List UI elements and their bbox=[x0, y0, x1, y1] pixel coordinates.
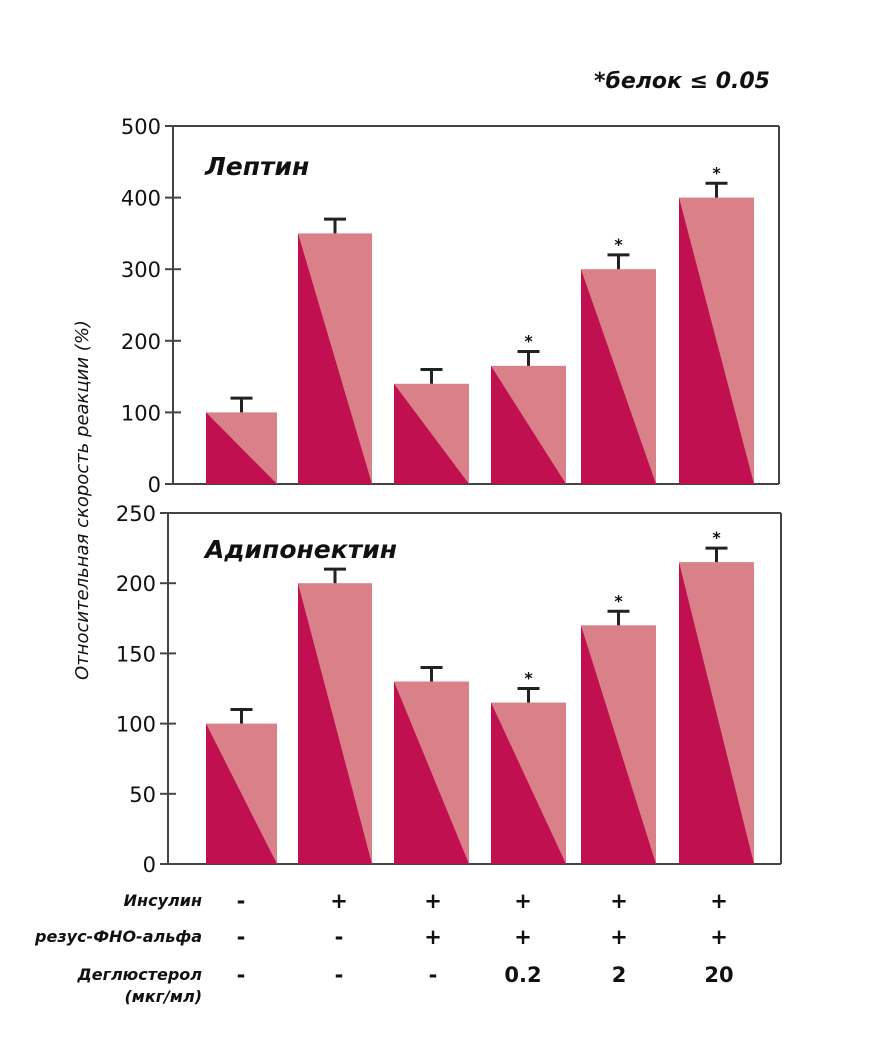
y-tick-label: 100 bbox=[116, 713, 156, 737]
condition-label: Инсулин bbox=[124, 891, 202, 910]
bar-dark-triangle bbox=[298, 233, 372, 484]
condition-cell: - bbox=[429, 963, 438, 987]
bar bbox=[298, 217, 372, 484]
significance-star: * bbox=[712, 163, 721, 182]
bar-dark-triangle bbox=[206, 723, 277, 864]
significance-star: * bbox=[614, 235, 623, 254]
conditions-table: Инсулин - + + + + + резус-ФНО-альфа - - + + + + Деглюс… bbox=[34, 889, 734, 1006]
condition-cell: - bbox=[335, 963, 344, 987]
adiponectin-panel: 0 50 100 150 200 250 Адипонектин * * * bbox=[116, 502, 782, 877]
bar: * bbox=[491, 332, 566, 484]
y-tick-label: 500 bbox=[121, 115, 161, 139]
bar: * bbox=[679, 528, 754, 864]
bar: * bbox=[679, 163, 754, 484]
bar-dark-triangle bbox=[491, 702, 566, 864]
bar: * bbox=[581, 591, 656, 864]
y-axis-label: Относительная скорость реакции (%) bbox=[72, 320, 93, 680]
y-tick-label: 200 bbox=[121, 330, 161, 354]
condition-cell: + bbox=[610, 889, 628, 913]
bar-dark-triangle bbox=[581, 269, 656, 484]
condition-cell: + bbox=[514, 925, 532, 949]
condition-cell: + bbox=[424, 889, 442, 913]
significance-note: *белок ≤ 0.05 bbox=[594, 69, 770, 94]
significance-star: * bbox=[712, 528, 721, 547]
bar-dark-triangle bbox=[206, 412, 277, 484]
panel-title: Адипонектин bbox=[203, 535, 397, 564]
y-tick-label: 400 bbox=[121, 187, 161, 211]
condition-cell: - bbox=[335, 925, 344, 949]
condition-cell: + bbox=[610, 925, 628, 949]
y-tick-label: 50 bbox=[129, 783, 156, 807]
condition-cell: - bbox=[237, 963, 246, 987]
bar-dark-triangle bbox=[679, 197, 754, 484]
bar bbox=[206, 708, 277, 864]
bar-dark-triangle bbox=[394, 383, 469, 484]
y-tick-label: 200 bbox=[116, 572, 156, 596]
condition-cell: - bbox=[237, 925, 246, 949]
y-tick-label: 250 bbox=[116, 502, 156, 526]
condition-cell: 0.2 bbox=[504, 963, 541, 987]
y-tick-label: 0 bbox=[143, 853, 156, 877]
bar: * bbox=[491, 669, 566, 864]
condition-cell: 2 bbox=[612, 963, 627, 987]
bar bbox=[206, 396, 277, 484]
condition-cell: + bbox=[330, 889, 348, 913]
bar bbox=[394, 367, 469, 484]
significance-star: * bbox=[614, 591, 623, 610]
significance-star: * bbox=[524, 332, 533, 351]
condition-label: Деглюстерол bbox=[76, 965, 202, 984]
condition-cell: - bbox=[237, 889, 246, 913]
panel-title: Лептин bbox=[204, 152, 309, 181]
bar bbox=[298, 567, 372, 864]
condition-label: резус-ФНО-альфа bbox=[34, 927, 202, 946]
y-tick-label: 150 bbox=[116, 642, 156, 666]
condition-cell: 20 bbox=[704, 963, 733, 987]
condition-unit-label: (мкг/мл) bbox=[124, 987, 202, 1006]
condition-cell: + bbox=[424, 925, 442, 949]
bar-dark-triangle bbox=[394, 681, 469, 864]
condition-cell: + bbox=[710, 889, 728, 913]
bar: * bbox=[581, 235, 656, 484]
condition-cell: + bbox=[514, 889, 532, 913]
significance-star: * bbox=[524, 669, 533, 688]
y-tick-label: 300 bbox=[121, 258, 161, 282]
leptin-panel: 0 100 200 300 400 500 Лептин * * * bbox=[121, 115, 780, 497]
y-tick-label: 0 bbox=[148, 473, 161, 497]
bar bbox=[394, 665, 469, 864]
bar-dark-triangle bbox=[581, 625, 656, 864]
condition-cell: + bbox=[710, 925, 728, 949]
bar-dark-triangle bbox=[679, 562, 754, 864]
bar-dark-triangle bbox=[491, 365, 566, 484]
bar-dark-triangle bbox=[298, 583, 372, 864]
y-tick-label: 100 bbox=[121, 401, 161, 425]
